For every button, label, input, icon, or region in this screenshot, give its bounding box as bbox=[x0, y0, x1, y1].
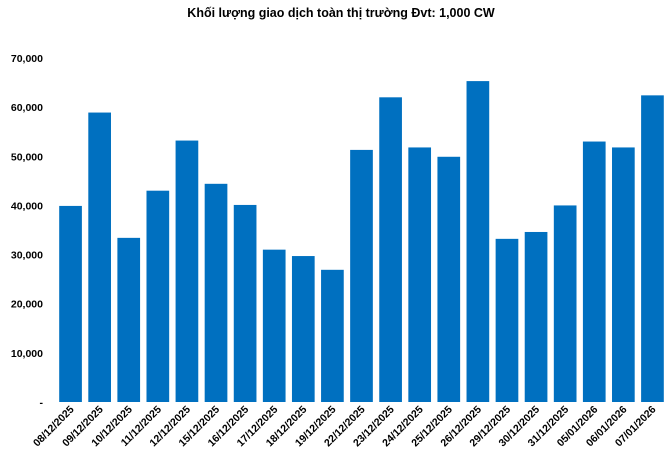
bar bbox=[524, 231, 548, 402]
bar bbox=[379, 97, 402, 402]
bar bbox=[59, 205, 82, 402]
y-axis: - 10,000 20,000 30,000 40,000 50,000 60,000 70,… bbox=[11, 53, 44, 409]
bar bbox=[321, 269, 344, 402]
y-tick-label: 10,000 bbox=[11, 348, 43, 360]
bar bbox=[291, 256, 315, 402]
bar bbox=[612, 147, 635, 402]
bar bbox=[233, 204, 257, 402]
y-tick-label: - bbox=[40, 397, 44, 409]
bar bbox=[437, 156, 461, 402]
y-tick-label: 60,000 bbox=[11, 102, 43, 114]
bar bbox=[641, 95, 664, 402]
bar bbox=[117, 237, 141, 402]
bars-group bbox=[59, 81, 664, 403]
bar bbox=[553, 205, 577, 402]
bar bbox=[350, 149, 373, 402]
y-tick-label: 40,000 bbox=[11, 200, 43, 212]
y-tick-label: 70,000 bbox=[11, 53, 43, 65]
bar bbox=[582, 141, 606, 403]
bar bbox=[495, 238, 519, 402]
bar bbox=[146, 190, 170, 402]
bar bbox=[262, 249, 286, 402]
bar bbox=[175, 140, 199, 402]
y-tick-label: 50,000 bbox=[11, 151, 43, 163]
bar bbox=[408, 147, 432, 402]
chart-title: Khối lượng giao dịch toàn thị trường Đvt… bbox=[187, 6, 495, 20]
y-tick-label: 20,000 bbox=[11, 299, 43, 311]
bar bbox=[466, 81, 490, 402]
bar bbox=[204, 183, 228, 402]
bar bbox=[88, 112, 111, 403]
x-axis: 08/12/202509/12/202510/12/202511/12/2025… bbox=[31, 404, 659, 450]
y-tick-label: 30,000 bbox=[11, 250, 43, 262]
